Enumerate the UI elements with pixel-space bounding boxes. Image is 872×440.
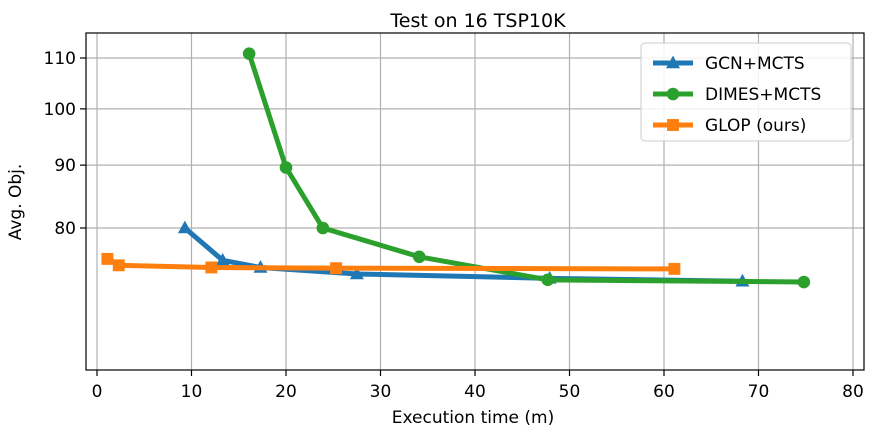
- point-glop-ours: [205, 261, 218, 274]
- x-tick-label: 10: [181, 382, 203, 402]
- x-tick-label: 50: [559, 382, 581, 402]
- chart-title: Test on 16 TSP10K: [389, 10, 566, 32]
- x-axis-label: Execution time (m): [392, 408, 554, 428]
- legend-label-dimes-mcts: DIMES+MCTS: [705, 85, 821, 105]
- y-tick-label: 100: [44, 100, 76, 120]
- x-tick-label: 20: [275, 382, 297, 402]
- x-tick-label: 30: [370, 382, 392, 402]
- point-dimes-mcts: [316, 221, 330, 235]
- legend: GCN+MCTS DIMES+MCTS GLOP (ours): [640, 42, 852, 142]
- series-line-dimes-mcts: [246, 52, 804, 285]
- point-dimes-mcts: [797, 275, 811, 289]
- legend-marker-dimes-mcts: [666, 87, 680, 101]
- legend-marker-glop-ours: [667, 119, 679, 131]
- point-glop-ours: [112, 259, 125, 272]
- legend-marker-gcn-mcts: [666, 55, 680, 69]
- x-tick-label: 60: [653, 382, 675, 402]
- axis-ticks: 0 10 20 30 40 50 60 70 80 80 90 100 110: [44, 49, 864, 402]
- series-layer: [101, 47, 811, 289]
- y-tick-label: 110: [44, 49, 76, 69]
- point-dimes-mcts: [279, 161, 293, 174]
- point-glop-ours: [668, 262, 681, 275]
- x-tick-label: 0: [92, 382, 103, 402]
- x-tick-label: 40: [464, 382, 486, 402]
- y-tick-label: 90: [54, 156, 76, 176]
- point-gcn-mcts: [349, 266, 364, 280]
- point-glop-ours: [101, 252, 114, 265]
- point-glop-ours: [330, 262, 343, 275]
- y-axis-label: Avg. Obj.: [6, 164, 26, 241]
- point-dimes-mcts: [541, 273, 555, 287]
- legend-label-glop-ours: GLOP (ours): [705, 116, 806, 136]
- legend-box: [640, 42, 852, 142]
- point-dimes-mcts: [412, 250, 426, 264]
- point-dimes-mcts: [242, 47, 256, 60]
- x-tick-label: 70: [748, 382, 770, 402]
- point-gcn-mcts: [215, 252, 230, 266]
- x-tick-label: 80: [842, 382, 864, 402]
- legend-label-gcn-mcts: GCN+MCTS: [705, 54, 805, 74]
- point-gcn-mcts: [177, 220, 192, 234]
- y-tick-label: 80: [54, 219, 76, 239]
